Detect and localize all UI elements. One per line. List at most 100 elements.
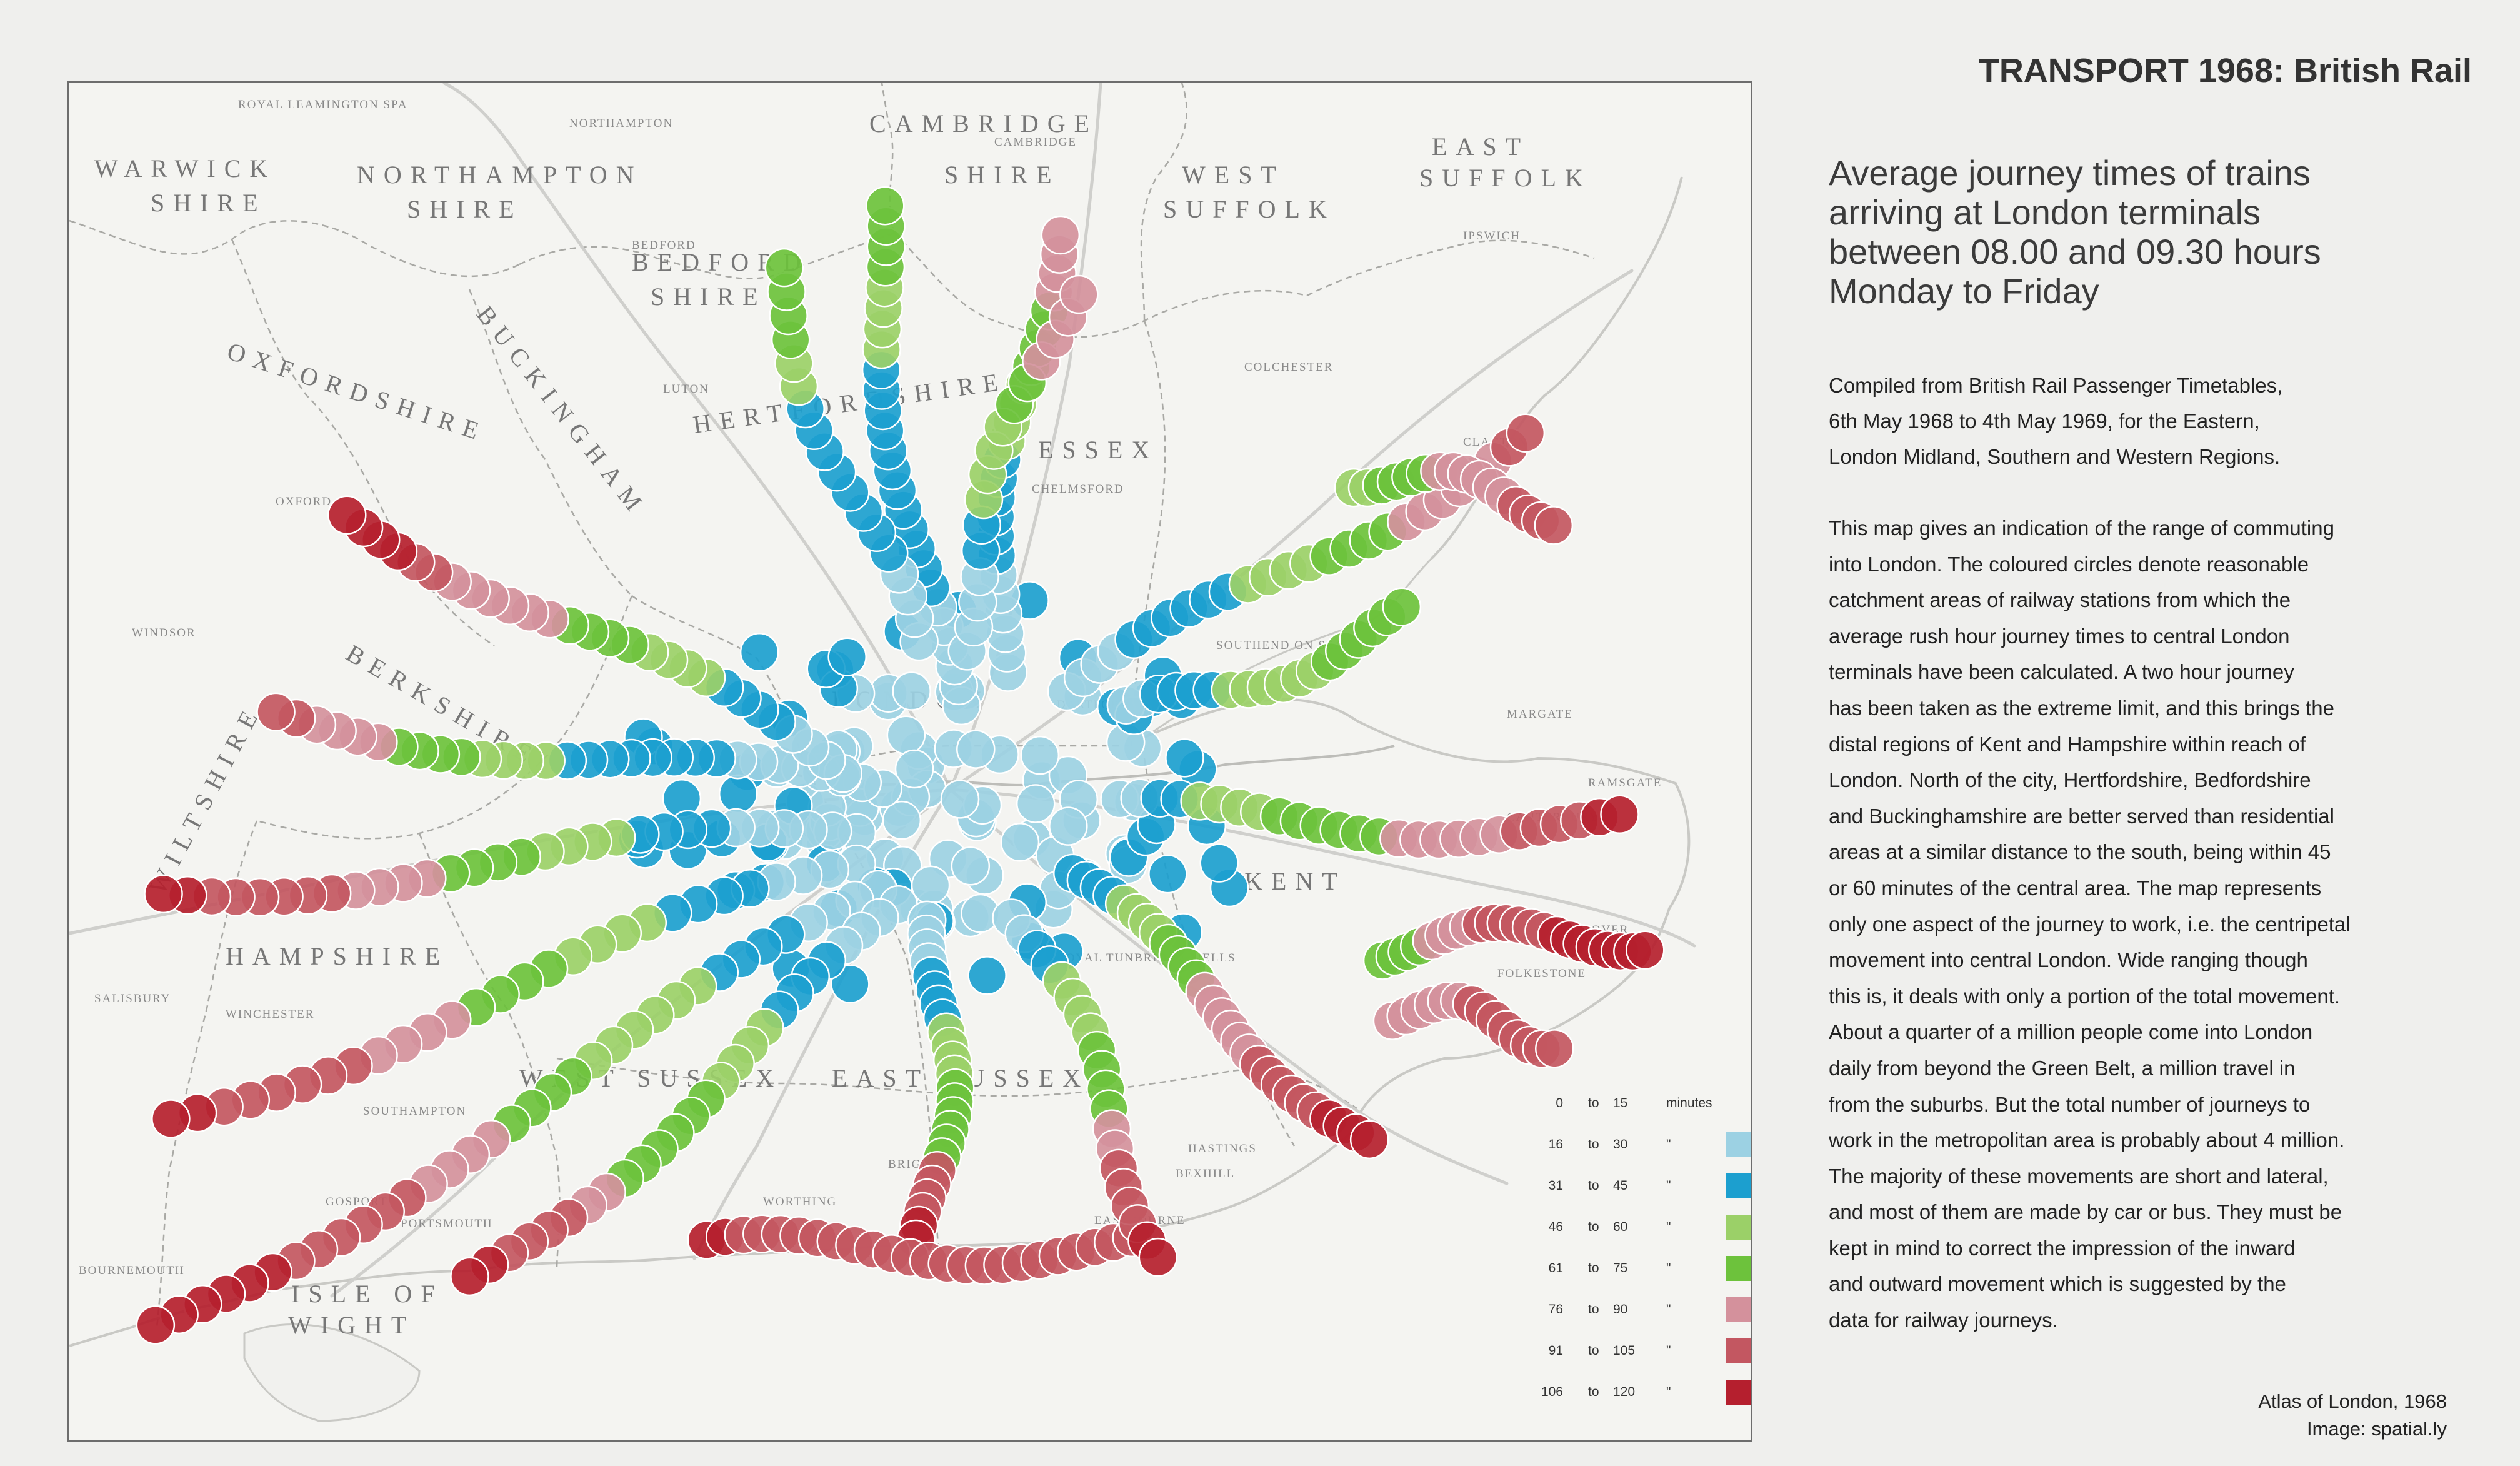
- paragraph-line: daily from beyond the Green Belt, a mill…: [1829, 1056, 2296, 1080]
- subtitle-line: between 08.00 and 09.30 hours: [1829, 232, 2321, 271]
- legend-swatch: [1726, 1132, 1751, 1157]
- legend-to: to: [1588, 1302, 1599, 1317]
- side-panel: TRANSPORT 1968: British Rail Average jou…: [1825, 0, 2500, 1466]
- county-label: OXFORDSHIRE: [224, 337, 491, 448]
- county-label: SHIRE: [944, 161, 1061, 189]
- source-line: 6th May 1968 to 4th May 1969, for the Ea…: [1829, 409, 2260, 433]
- catchment-circle: [1049, 806, 1088, 846]
- catchment-circle: [1506, 413, 1546, 453]
- town-label: ROYAL TUNBRIDGE WELLS: [1057, 951, 1236, 965]
- town-label: PORTSMOUTH: [401, 1217, 493, 1230]
- catchment-circle: [956, 730, 996, 769]
- legend-row: 31 to 45 ": [1549, 1173, 1751, 1198]
- map-canvas: WARWICK SHIRE NORTHAMPTON SHIRE CAMBRIDGE SHI…: [69, 83, 1751, 1422]
- paragraph-line: or 60 minutes of the central area. The m…: [1829, 876, 2322, 900]
- county-label: CAMBRIDGE: [869, 109, 1098, 138]
- town-label: FOLKESTONE: [1498, 967, 1586, 980]
- legend-swatch: [1726, 1215, 1751, 1240]
- legend-from: 46: [1549, 1220, 1563, 1234]
- catchment-circle: [1020, 735, 1060, 775]
- legend-swatch: [1726, 1380, 1751, 1405]
- town-label: BEDFORD: [632, 239, 696, 252]
- town-label: SOUTHAMPTON: [363, 1105, 466, 1118]
- catchment-circles: [136, 186, 1665, 1345]
- legend-end: 45: [1613, 1178, 1628, 1193]
- catchment-circle: [892, 671, 931, 711]
- catchment-circle: [136, 1305, 176, 1345]
- legend-row: 46 to 60 ": [1549, 1215, 1751, 1240]
- town-label: SOUTHEND ON SEA: [1216, 639, 1344, 652]
- legend-end: 105: [1613, 1343, 1635, 1358]
- catchment-circle: [718, 774, 758, 814]
- legend-swatch: [1726, 1338, 1751, 1363]
- town-label: CHELMSFORD: [1032, 483, 1124, 496]
- legend-end: 90: [1613, 1302, 1628, 1317]
- catchment-circle: [831, 964, 870, 1004]
- catchment-circle: [328, 495, 367, 535]
- paragraph-line: terminals have been calculated. A two ho…: [1829, 660, 2294, 684]
- paragraph-line: has been taken as the extreme limit, and…: [1829, 696, 2334, 720]
- legend-to: to: [1588, 1385, 1599, 1399]
- paragraph-line: data for railway journeys.: [1829, 1308, 2058, 1332]
- legend-row: 76 to 90 ": [1549, 1297, 1751, 1322]
- catchment-circle: [911, 865, 951, 905]
- paragraph-line: and outward movement which is suggested …: [1829, 1272, 2286, 1296]
- paragraph-line: average rush hour journey times to centr…: [1829, 624, 2290, 648]
- legend-from: 76: [1549, 1302, 1563, 1317]
- catchment-circle: [1349, 1120, 1389, 1160]
- county-label: SHIRE: [651, 283, 767, 311]
- legend-row: 91 to 105 ": [1549, 1338, 1751, 1363]
- legend-unit: ": [1666, 1261, 1671, 1275]
- source-line: London Midland, Southern and Western Reg…: [1829, 445, 2281, 468]
- town-label: OXFORD: [276, 495, 332, 508]
- town-label: NORTHAMPTON: [569, 117, 673, 130]
- legend-from: 91: [1549, 1343, 1563, 1358]
- catchment-circle: [256, 692, 296, 732]
- credit-atlas: Atlas of London, 1968: [2258, 1390, 2447, 1412]
- catchment-circle: [828, 637, 867, 676]
- source-note: Compiled from British Rail Passenger Tim…: [1829, 368, 2454, 474]
- county-label: WEST: [1182, 161, 1285, 189]
- catchment-circle: [450, 1257, 489, 1297]
- paragraph-line: catchment areas of railway stations from…: [1829, 588, 2291, 612]
- source-line: Compiled from British Rail Passenger Tim…: [1829, 374, 2283, 397]
- paragraph-line: distal regions of Kent and Hampshire wit…: [1829, 732, 2306, 756]
- town-label: COLCHESTER: [1244, 361, 1333, 374]
- catchment-circle: [1535, 1029, 1574, 1068]
- town-label: SALISBURY: [94, 992, 171, 1005]
- legend-unit: ": [1666, 1302, 1671, 1317]
- catchment-circle: [1626, 930, 1665, 970]
- legend: 0 to 15 minutes 16 to 30 " 31 to 45 " 46 to 60 " 61 to 75 "…: [1541, 1096, 1751, 1405]
- legend-row: 106 to 120 ": [1541, 1380, 1751, 1405]
- catchment-circle: [764, 248, 804, 288]
- county-label: KENT: [1244, 867, 1346, 895]
- catchment-circle: [1382, 587, 1422, 626]
- paragraph-line: London. North of the city, Hertfordshire…: [1829, 768, 2311, 792]
- catchment-circle: [1138, 1237, 1178, 1277]
- legend-row: 0 to 15 minutes: [1556, 1096, 1712, 1110]
- paragraph-line: from the suburbs. But the total number o…: [1829, 1092, 2311, 1116]
- legend-row: 61 to 75 ": [1549, 1256, 1751, 1281]
- catchment-circle: [1199, 843, 1239, 883]
- county-label: HAMPSHIRE: [226, 942, 449, 970]
- legend-from: 61: [1549, 1261, 1563, 1275]
- catchment-circle: [882, 800, 922, 840]
- county-label: EAST: [1432, 133, 1529, 161]
- legend-to: to: [1588, 1178, 1599, 1193]
- catchment-circle: [1016, 784, 1056, 823]
- town-label: HASTINGS: [1188, 1142, 1257, 1155]
- county-label: BUCKINGHAM: [471, 301, 653, 523]
- paragraph-line: work in the metropolitan area is probabl…: [1829, 1128, 2345, 1152]
- legend-from: 106: [1541, 1385, 1563, 1399]
- town-label: ROYAL LEAMINGTON SPA: [238, 98, 408, 111]
- paragraph-line: movement into central London. Wide rangi…: [1829, 948, 2308, 972]
- catchment-circle: [1534, 506, 1574, 545]
- county-label: NORTHAMPTON: [357, 161, 643, 189]
- legend-unit: ": [1666, 1178, 1671, 1193]
- catchment-circle: [739, 632, 779, 672]
- map-subtitle: Average journey times of trains arriving…: [1829, 153, 2454, 311]
- county-label: HERTFORDSHIRE: [691, 367, 1009, 439]
- subtitle-line: arriving at London terminals: [1829, 193, 2261, 232]
- legend-swatch: [1726, 1256, 1751, 1281]
- county-label: WIGHT: [288, 1311, 415, 1339]
